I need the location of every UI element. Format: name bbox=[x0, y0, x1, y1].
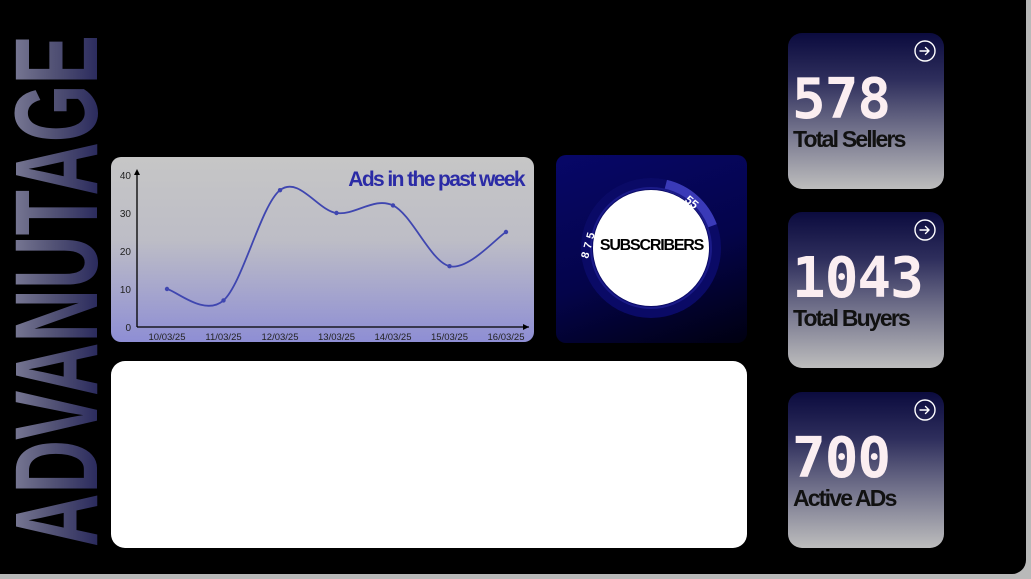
stat-value: 700 bbox=[792, 426, 891, 491]
content-panel bbox=[111, 361, 747, 548]
x-tick-label: 12/03/25 bbox=[262, 332, 299, 342]
subscribers-label: SUBSCRIBERS bbox=[599, 237, 704, 254]
ads-data-point bbox=[390, 203, 396, 208]
x-tick-label: 11/03/25 bbox=[205, 332, 241, 342]
donut-center bbox=[593, 190, 709, 306]
ads-data-point bbox=[277, 188, 283, 193]
ads-data-point bbox=[164, 286, 170, 292]
brand-text: ADVANUTAGE bbox=[3, 35, 103, 547]
x-tick-label: 16/03/25 bbox=[488, 332, 525, 342]
chart-title: Ads in the past week bbox=[348, 168, 525, 191]
stat-value: 1043 bbox=[792, 246, 924, 311]
ads-chart-card: 0 10 20 30 40 10/03/25 11/03/25 12/03/25 13/03/2… bbox=[111, 157, 534, 342]
stat-label: Total Sellers bbox=[793, 126, 906, 152]
stat-label: Active ADs bbox=[793, 485, 897, 511]
y-tick-label: 20 bbox=[120, 247, 132, 258]
y-tick-label: 0 bbox=[125, 323, 131, 334]
ads-data-point bbox=[334, 210, 339, 216]
x-tick-label: 10/03/25 bbox=[149, 332, 186, 342]
stat-card-total-sellers[interactable]: 578 Total Sellers bbox=[788, 33, 944, 189]
ads-data-point bbox=[221, 298, 226, 303]
stat-card-total-buyers[interactable]: 1043 Total Buyers bbox=[788, 212, 944, 368]
ads-series-line bbox=[166, 185, 507, 307]
y-tick-label: 10 bbox=[120, 285, 132, 296]
brand-vertical-title: ADVANUTAGE bbox=[0, 32, 123, 547]
arrow-right-circle-icon[interactable] bbox=[914, 399, 936, 421]
x-tick-label: 14/03/25 bbox=[375, 332, 412, 342]
x-tick-label: 15/03/25 bbox=[431, 332, 468, 342]
y-axis-arrow bbox=[134, 169, 140, 175]
x-axis-arrow bbox=[523, 324, 529, 330]
subscribers-card: 55 875 SUBSCRIBERS bbox=[556, 155, 747, 343]
x-tick-label: 13/03/25 bbox=[318, 332, 355, 342]
stat-card-active-ads[interactable]: 700 Active ADs bbox=[788, 392, 944, 548]
y-tick-label: 30 bbox=[120, 209, 132, 220]
arrow-right-circle-icon[interactable] bbox=[914, 40, 936, 62]
stat-value: 578 bbox=[792, 67, 891, 132]
stat-label: Total Buyers bbox=[793, 305, 911, 331]
subscribers-donut: 55 875 bbox=[579, 178, 721, 318]
ads-data-point bbox=[503, 229, 509, 235]
ads-data-point bbox=[447, 264, 452, 269]
ads-line-chart: 0 10 20 30 40 10/03/25 11/03/25 12/03/25 13/03/2… bbox=[120, 169, 529, 342]
y-tick-label: 40 bbox=[120, 171, 132, 182]
donut-inner-ring bbox=[590, 187, 712, 309]
arrow-right-circle-icon[interactable] bbox=[914, 219, 936, 241]
